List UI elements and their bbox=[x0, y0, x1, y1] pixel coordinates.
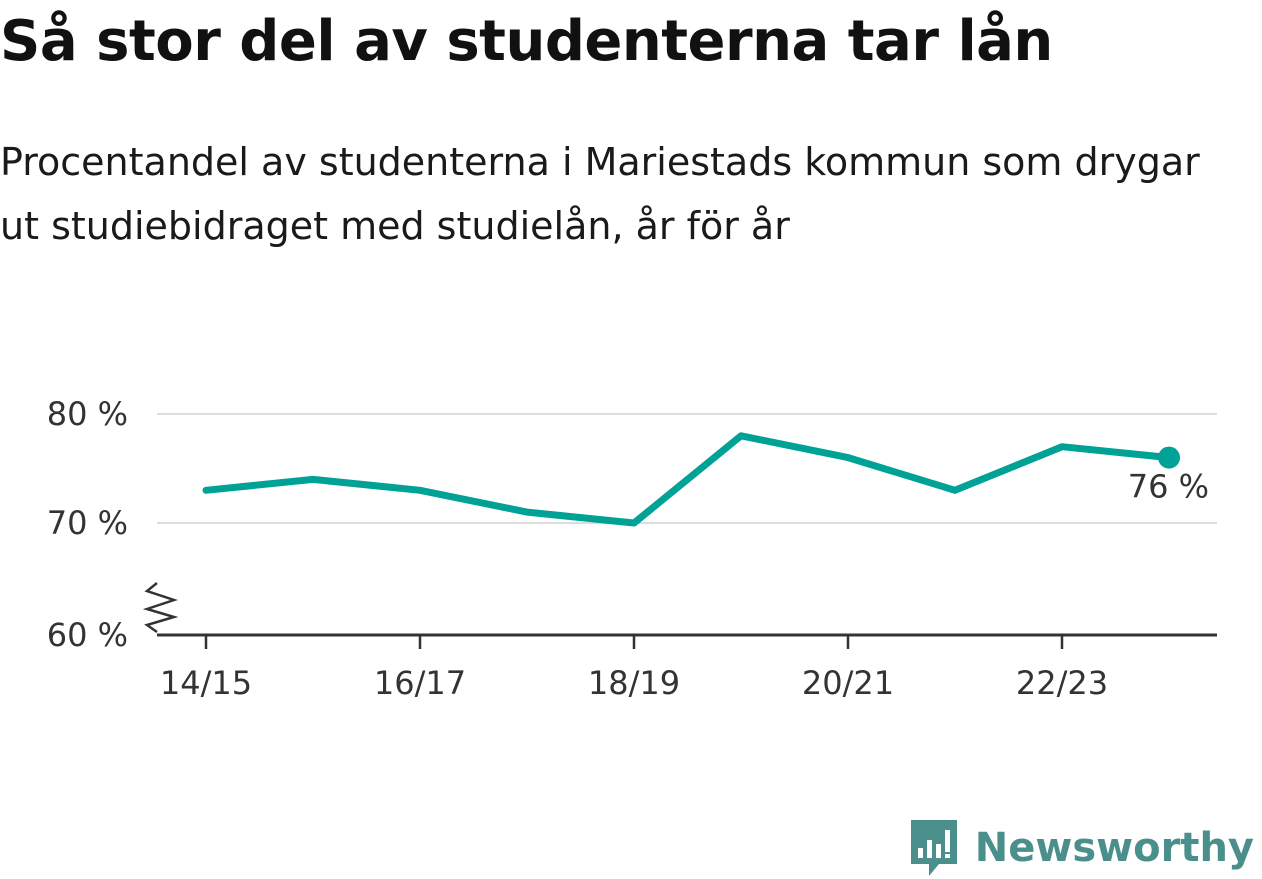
x-tick-label: 16/17 bbox=[374, 664, 466, 702]
series-line bbox=[202, 432, 1173, 527]
x-tick-label: 20/21 bbox=[802, 664, 894, 702]
chart-title: Så stor del av studenterna tar lån bbox=[0, 9, 1053, 74]
newsworthy-logo: Newsworthy bbox=[909, 818, 1254, 878]
axis-break-icon bbox=[142, 582, 179, 634]
y-tick-label: 70 % bbox=[47, 504, 128, 542]
last-value-label: 76 % bbox=[1128, 468, 1209, 506]
y-tick-label: 80 % bbox=[47, 395, 128, 433]
logo-text: Newsworthy bbox=[974, 825, 1254, 871]
x-tick-label: 18/19 bbox=[588, 664, 680, 702]
x-tick-label: 14/15 bbox=[160, 664, 252, 702]
x-tick-label: 22/23 bbox=[1016, 664, 1108, 702]
y-tick-label: 60 % bbox=[47, 616, 128, 654]
bar-chart-bubble-icon bbox=[910, 820, 957, 876]
chart-subtitle: Procentandel av studenterna i Mariestads… bbox=[0, 140, 1200, 248]
last-value-point bbox=[1158, 446, 1180, 469]
